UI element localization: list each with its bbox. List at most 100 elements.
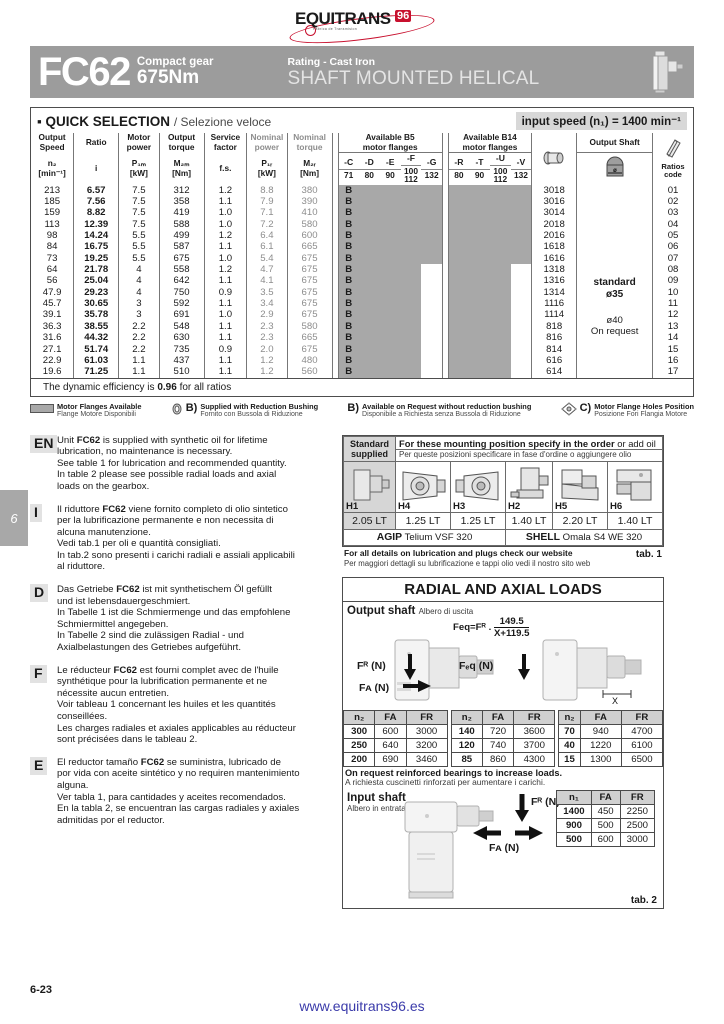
- input-loads-table: n₁ FA FR 1400 450 2250 900 500 2500 500 600 3000: [556, 789, 656, 847]
- gearbox-image-right: X: [542, 639, 642, 706]
- flange-holes-icon: [560, 401, 577, 421]
- b5-cell-E: [379, 218, 401, 231]
- cell-nominal-torque: 675: [286, 309, 333, 321]
- b5-cell-G: [421, 218, 443, 231]
- input-shaft-label-it: Albero in entrata: [347, 803, 406, 813]
- cell-nominal-torque: 675: [286, 264, 333, 276]
- mounting-position-label: H5: [555, 501, 568, 513]
- website-footer[interactable]: www.equitrans96.es: [299, 998, 425, 1014]
- b14-cell-T: [469, 264, 490, 276]
- table-row: 56 25.04 4 642 1.1 4.1 675 B 1316 09: [31, 275, 693, 287]
- cell-output-torque: 419: [158, 207, 205, 219]
- b5-cell-D: [358, 230, 380, 242]
- cell-output-speed: 47.9: [42, 286, 62, 298]
- b5-cell-D: [358, 343, 380, 355]
- table-row: 31.6 44.32 2.2 630 1.1 2.3 665 B 816 14: [31, 332, 693, 344]
- b14-cell-U: [489, 354, 511, 367]
- cell-service-factor: 1.2: [203, 184, 247, 197]
- b5-cell-F: [400, 264, 422, 276]
- language-badge: E: [30, 756, 57, 827]
- b5-cell-F: [400, 207, 422, 219]
- b14-cell-U: [489, 184, 511, 197]
- b14-cell-R: [447, 320, 470, 333]
- col-header-flange-icon: [531, 133, 577, 185]
- cell-nominal-torque: 580: [286, 320, 333, 333]
- cell-service-factor: 1.2: [203, 264, 247, 276]
- b5-cell-C: B: [337, 366, 359, 378]
- legend-text-it: Disponibile a Richiesta senza Bussola di…: [362, 410, 521, 418]
- lubrication-table: Standard supplied For these mounting pos…: [342, 434, 664, 548]
- loads-cell-n: 15: [558, 751, 581, 767]
- b14-cell-T: [469, 286, 490, 299]
- quick-selection-table: Output Speed Ratio Motor power Output torque Se…: [31, 132, 693, 378]
- col-header-b5: Available B5 motor flanges: [337, 132, 443, 153]
- row-gap: [331, 196, 338, 208]
- b5-cell-C: B: [337, 320, 359, 333]
- col-header-output-shaft: Output Shaft: [576, 133, 653, 153]
- row-gap-2: [441, 320, 449, 333]
- language-note-i: I Il riduttore FC62 viene fornito complet…: [30, 503, 330, 574]
- b14-cell-V: [511, 321, 532, 332]
- fr-arrow-down-icon-input: [515, 793, 529, 822]
- mounting-position-image-H5: H5: [552, 461, 608, 514]
- cell-ratios-code: 15: [652, 343, 693, 355]
- b5-cell-D: [358, 196, 380, 208]
- row-gap-2: [441, 230, 449, 242]
- b14-cell-V: [510, 241, 532, 253]
- cell-nominal-power: 7.2: [246, 218, 288, 231]
- col-unit-service-factor: f.s.: [203, 152, 247, 185]
- table-row: 159 8.82 7.5 419 1.0 7.1 410 B 3014 03: [31, 207, 693, 219]
- mounting-position-image-H6: H6: [607, 461, 663, 514]
- input-loads-header-row: n₁ FA FR: [556, 789, 656, 805]
- cell-ratio: 29.23: [73, 286, 119, 299]
- oil-quantity-H6: 1.40 LT: [607, 512, 663, 531]
- feq-formula-denominator: X+119.5: [493, 627, 530, 639]
- b5-cell-E: [379, 241, 401, 253]
- table-row: 98 14.24 5.5 499 1.2 6.4 600 B 2016 05: [31, 230, 693, 242]
- cell-ratios-code: 14: [652, 332, 693, 344]
- b14-cell-V: [511, 264, 532, 275]
- fa-arrow-right-icon: [403, 679, 431, 692]
- cell-motor-power: 7.5: [118, 184, 160, 197]
- efficiency-note-pre: The dynamic efficiency is: [43, 381, 155, 393]
- b5-cell-D: [358, 207, 380, 219]
- b5-cell-G: [421, 264, 442, 275]
- b14-cell-U: [489, 320, 511, 333]
- row-gap-2: [441, 298, 449, 310]
- logo-wordmark: EQUITRANS: [295, 9, 391, 28]
- col-header-service-factor: Service factor: [203, 133, 247, 153]
- cell-output-speed: 113: [44, 218, 60, 230]
- table-row: 113 12.39 7.5 588 1.0 7.2 580 B 2018 04: [31, 218, 693, 231]
- input-loads-cell-n: 1400: [556, 803, 592, 819]
- cell-nominal-power: 4.7: [246, 264, 288, 276]
- b5-cell-G: [421, 241, 443, 253]
- cell-output-speed: 185: [44, 196, 61, 208]
- b5-cell-E: [379, 286, 401, 299]
- col-unit-output-torque: M₂ₘ [Nm]: [158, 152, 205, 185]
- output-shaft-diagram: Feq=Fᴿ . 149.5 X+119.5 Fᴿ (N): [343, 616, 663, 710]
- row-gap: [331, 207, 338, 219]
- b5-cell-C: B: [337, 252, 359, 265]
- b14-cell-V: [510, 230, 532, 242]
- mounting-position-image-H4: H4: [395, 461, 451, 514]
- b5-cell-F: [400, 332, 422, 344]
- b5-cell-C: B: [337, 298, 359, 310]
- b14-cell-R: [447, 252, 470, 265]
- b14-cell-T: [469, 230, 490, 242]
- row-gap-2: [441, 275, 449, 287]
- b5-cell-G: [421, 184, 443, 197]
- b5-cell-G: [421, 230, 443, 242]
- b14-cell-V: [510, 184, 532, 197]
- cell-service-factor: 1.0: [203, 207, 247, 219]
- cell-nominal-power: 6.4: [246, 230, 288, 242]
- oil-quantity-H2: 1.40 LT: [505, 512, 553, 531]
- b14-cell-R: [447, 264, 470, 276]
- cell-nominal-power: 8.8: [246, 184, 288, 197]
- b5-cell-F: [400, 184, 422, 197]
- cell-ratios-code: 16: [652, 354, 693, 367]
- cell-service-factor: 1.2: [203, 230, 247, 242]
- lubrication-note-it: Per maggiori dettagli su lubrificazione …: [344, 558, 591, 568]
- input-loads-cell-fr: 2500: [619, 817, 656, 833]
- cell-nominal-torque: 560: [286, 366, 333, 378]
- b5-cell-E: [379, 275, 401, 287]
